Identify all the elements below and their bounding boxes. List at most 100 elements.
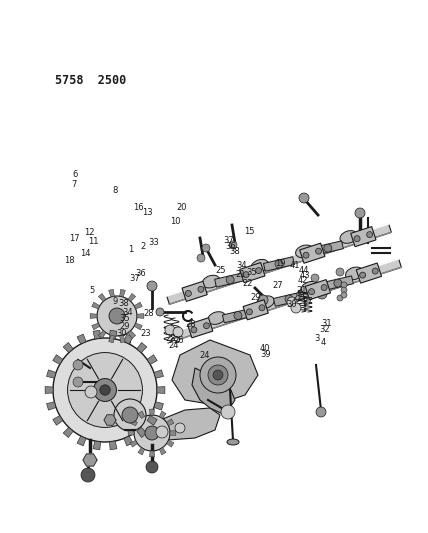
Circle shape xyxy=(213,370,223,380)
Circle shape xyxy=(226,276,234,284)
Circle shape xyxy=(200,357,236,393)
Circle shape xyxy=(324,244,332,252)
Circle shape xyxy=(321,285,327,290)
Text: 23: 23 xyxy=(165,335,175,343)
Polygon shape xyxy=(149,451,155,457)
Circle shape xyxy=(208,365,228,385)
Text: 18: 18 xyxy=(65,256,75,264)
Text: 39: 39 xyxy=(260,350,270,359)
Text: 32: 32 xyxy=(319,325,330,334)
Polygon shape xyxy=(53,416,63,425)
Polygon shape xyxy=(273,292,304,306)
Text: 37: 37 xyxy=(223,237,235,245)
Polygon shape xyxy=(109,335,114,343)
Polygon shape xyxy=(138,411,145,418)
Circle shape xyxy=(341,292,347,298)
Circle shape xyxy=(109,308,125,324)
Text: 5: 5 xyxy=(89,286,95,295)
Polygon shape xyxy=(155,408,220,440)
Polygon shape xyxy=(159,448,166,455)
Circle shape xyxy=(256,268,262,273)
Text: 40: 40 xyxy=(259,344,270,352)
Circle shape xyxy=(311,274,319,282)
Circle shape xyxy=(202,244,210,252)
Polygon shape xyxy=(166,224,391,304)
Text: 27: 27 xyxy=(272,281,282,290)
Circle shape xyxy=(173,327,183,337)
Circle shape xyxy=(203,323,209,329)
Circle shape xyxy=(243,272,249,278)
Circle shape xyxy=(317,289,327,299)
Text: 33: 33 xyxy=(149,238,160,247)
Text: 36: 36 xyxy=(225,242,236,251)
Text: 41: 41 xyxy=(289,261,300,270)
Circle shape xyxy=(97,296,137,336)
Circle shape xyxy=(336,268,344,276)
Text: 35: 35 xyxy=(120,314,130,323)
Polygon shape xyxy=(177,259,401,340)
Polygon shape xyxy=(138,448,145,455)
Polygon shape xyxy=(63,343,73,353)
Polygon shape xyxy=(159,411,166,418)
Text: 10: 10 xyxy=(170,217,181,225)
Ellipse shape xyxy=(257,296,274,309)
Ellipse shape xyxy=(340,231,357,243)
Polygon shape xyxy=(223,308,253,323)
Polygon shape xyxy=(53,355,63,365)
Text: 27: 27 xyxy=(302,297,312,306)
Circle shape xyxy=(229,241,237,249)
Circle shape xyxy=(367,232,373,238)
Circle shape xyxy=(221,405,235,419)
Polygon shape xyxy=(98,330,106,338)
Polygon shape xyxy=(128,294,136,302)
Polygon shape xyxy=(264,257,294,271)
Circle shape xyxy=(287,297,297,307)
Circle shape xyxy=(316,407,326,417)
Text: 28: 28 xyxy=(144,309,154,318)
Ellipse shape xyxy=(301,281,319,294)
Circle shape xyxy=(156,308,164,316)
Circle shape xyxy=(73,377,83,387)
Text: 35: 35 xyxy=(247,269,257,277)
Circle shape xyxy=(134,415,170,451)
Polygon shape xyxy=(128,330,136,338)
Polygon shape xyxy=(63,427,73,438)
Circle shape xyxy=(299,193,309,203)
Text: 36: 36 xyxy=(135,269,146,278)
Polygon shape xyxy=(124,436,133,446)
Polygon shape xyxy=(120,335,125,343)
Text: 24: 24 xyxy=(199,351,210,360)
Text: 28: 28 xyxy=(185,320,196,328)
Circle shape xyxy=(234,312,242,320)
Text: 24: 24 xyxy=(168,341,178,350)
Polygon shape xyxy=(166,419,174,426)
Polygon shape xyxy=(149,409,155,415)
Text: 8: 8 xyxy=(113,187,118,195)
Text: 20: 20 xyxy=(177,204,187,212)
Polygon shape xyxy=(182,281,207,302)
Circle shape xyxy=(275,260,283,268)
Circle shape xyxy=(73,360,83,370)
Text: 19: 19 xyxy=(275,260,285,268)
Polygon shape xyxy=(92,302,100,309)
Circle shape xyxy=(165,325,175,335)
Circle shape xyxy=(185,290,191,296)
Circle shape xyxy=(147,281,157,291)
Text: 5758  2500: 5758 2500 xyxy=(55,74,126,86)
Circle shape xyxy=(285,295,293,303)
Polygon shape xyxy=(137,343,147,353)
Polygon shape xyxy=(351,227,376,247)
Polygon shape xyxy=(147,355,157,365)
Text: 31: 31 xyxy=(321,319,331,328)
Ellipse shape xyxy=(208,312,226,325)
Text: 21: 21 xyxy=(235,270,246,279)
Circle shape xyxy=(291,303,301,313)
Polygon shape xyxy=(45,386,53,393)
Polygon shape xyxy=(77,436,86,446)
Text: 13: 13 xyxy=(143,208,153,216)
Polygon shape xyxy=(240,263,265,282)
Text: 14: 14 xyxy=(80,249,91,257)
Polygon shape xyxy=(83,454,97,466)
Polygon shape xyxy=(128,431,134,435)
Ellipse shape xyxy=(251,260,269,272)
